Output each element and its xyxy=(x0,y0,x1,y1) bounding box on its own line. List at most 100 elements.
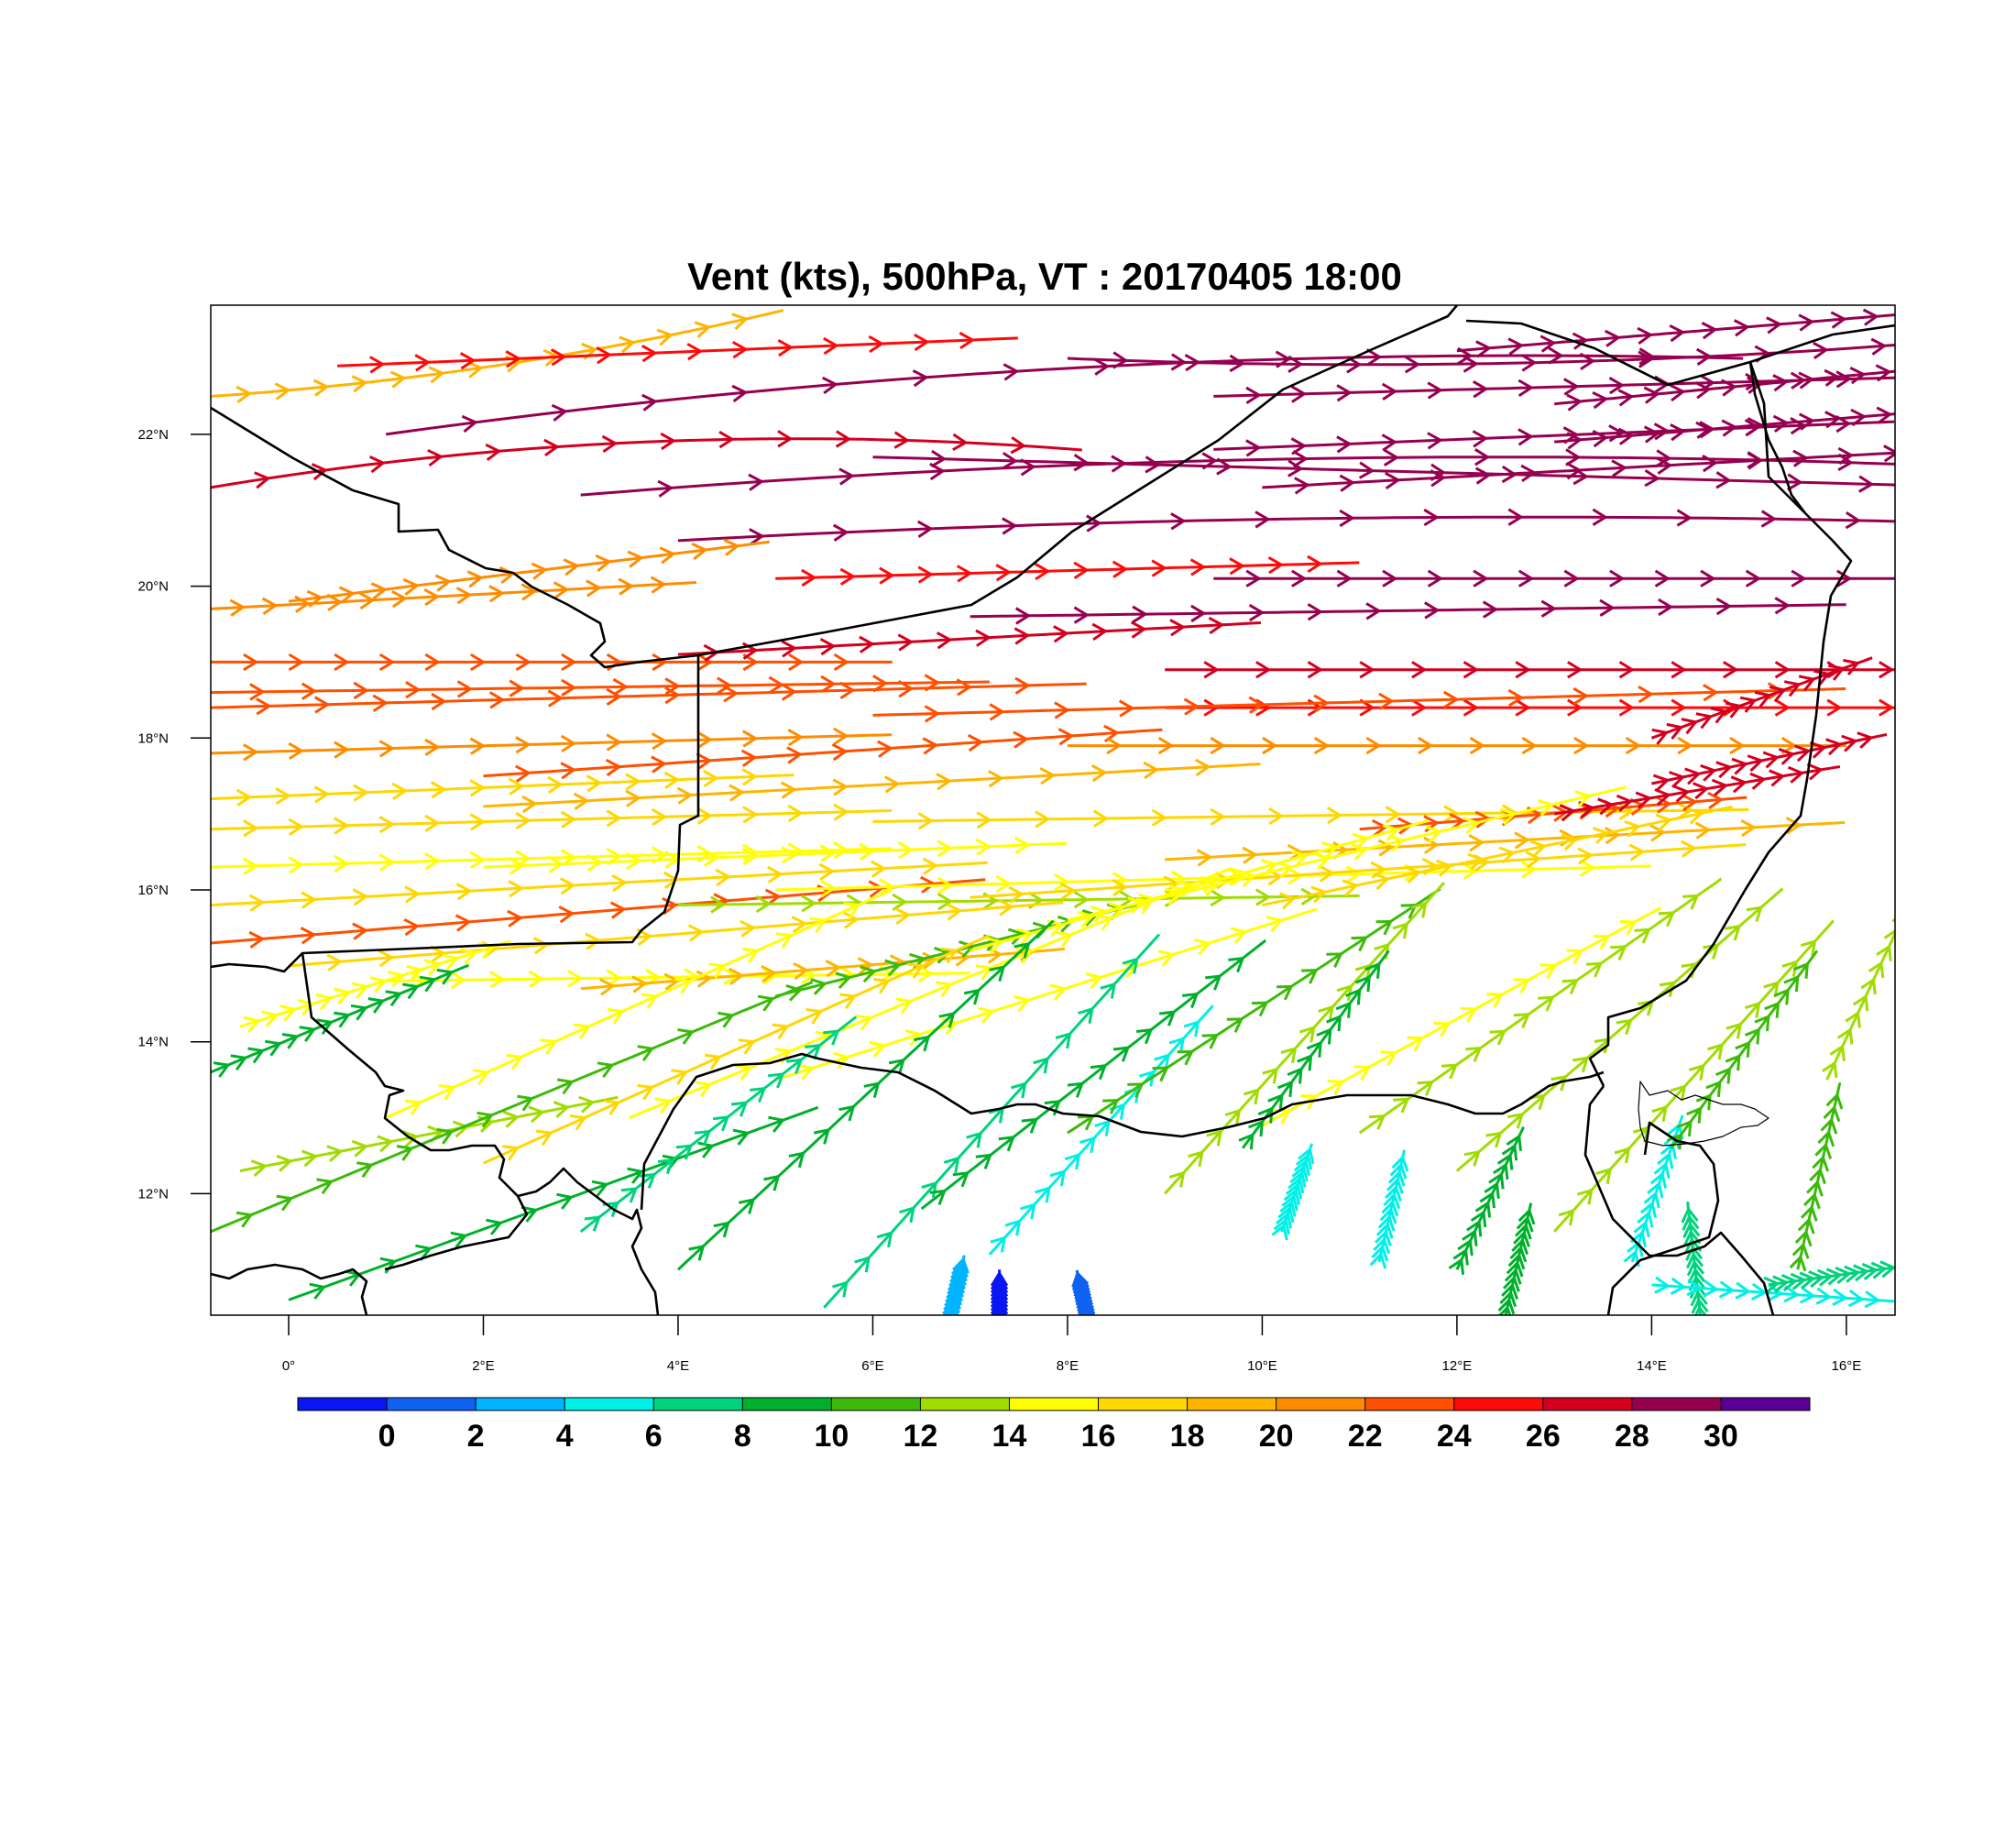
streamline-arrowhead xyxy=(718,431,735,449)
streamline-arrowhead xyxy=(954,949,971,967)
streamline-arrowhead xyxy=(989,703,1005,721)
streamline-arrowhead xyxy=(1469,736,1486,755)
streamline-arrowhead xyxy=(1572,686,1589,706)
streamline xyxy=(288,540,770,603)
colorbar-swatch xyxy=(1098,1398,1189,1410)
streamline-arrowhead xyxy=(403,917,421,937)
streamline-arrowhead xyxy=(713,1221,730,1238)
streamline-arrowhead xyxy=(963,988,981,1005)
streamline-arrowhead xyxy=(1230,927,1248,944)
streamline-arrowhead xyxy=(1633,1220,1650,1238)
streamline-arrowhead xyxy=(515,764,531,783)
streamline-arrowhead xyxy=(438,1083,456,1101)
streamline-arrowhead xyxy=(1649,824,1667,842)
streamline-arrowhead xyxy=(1507,1252,1526,1270)
streamline-arrowhead xyxy=(436,968,455,985)
streamline-arrowhead xyxy=(1879,698,1895,717)
streamline-arrowhead xyxy=(1628,843,1646,862)
streamline-arrowhead xyxy=(1297,1054,1313,1071)
streamline-arrowhead xyxy=(276,1194,294,1212)
streamline-arrowhead xyxy=(469,851,487,870)
streamline-arrowhead xyxy=(601,434,619,454)
streamline-arrowhead xyxy=(1683,1229,1702,1246)
streamline-arrowhead xyxy=(741,806,759,824)
streamline-arrowhead xyxy=(1684,767,1702,785)
streamline-arrowhead xyxy=(450,1231,468,1248)
streamline-arrowhead xyxy=(637,1083,655,1101)
streamline xyxy=(211,682,1087,709)
streamline-arrowhead xyxy=(1194,938,1211,956)
streamline-arrowhead xyxy=(423,959,442,976)
streamline-arrowhead xyxy=(1657,1151,1674,1169)
streamline-arrowhead xyxy=(1644,469,1660,488)
streamline-arrowhead xyxy=(917,964,934,983)
streamline-arrowhead xyxy=(1682,1222,1701,1239)
streamline-arrowhead xyxy=(1091,622,1109,642)
border-niger-burkina xyxy=(301,952,529,1271)
streamline-arrowhead xyxy=(796,1063,815,1081)
border-burkina-south xyxy=(211,1263,368,1315)
streamline-arrowhead xyxy=(1735,1040,1751,1058)
streamline-arrowhead xyxy=(1463,355,1479,373)
streamline-arrowhead xyxy=(1695,1092,1712,1111)
streamline-arrowhead xyxy=(944,1292,961,1310)
streamline-arrowhead xyxy=(1381,382,1398,401)
wind-speed-colorbar: 0 2 4 6 8 10 12 14 16 18 20 22 24 26 28 30 xyxy=(297,1397,1811,1454)
streamline-arrowhead xyxy=(937,876,954,895)
streamline-arrowhead xyxy=(1817,1129,1835,1147)
streamline-arrowhead xyxy=(820,880,837,898)
streamline-arrowhead xyxy=(1385,806,1401,824)
streamline xyxy=(1359,796,1748,831)
streamline-arrowhead xyxy=(1073,891,1090,909)
streamline-arrowhead xyxy=(1643,1191,1660,1209)
streamline-arrowhead xyxy=(833,727,849,745)
streamline-arrowhead xyxy=(688,1244,706,1261)
streamline-arrowhead xyxy=(1482,600,1499,619)
streamline-arrowhead xyxy=(1862,308,1879,326)
colorbar-swatch xyxy=(1720,1398,1811,1410)
streamline xyxy=(211,861,988,907)
streamline-arrowhead xyxy=(1769,769,1786,787)
streamline-arrowhead xyxy=(372,694,389,712)
streamline-arrowhead xyxy=(1835,1266,1852,1285)
streamline-arrowhead xyxy=(1791,1242,1810,1259)
streamline-arrowhead xyxy=(1336,384,1353,402)
streamline-arrowhead xyxy=(521,795,538,814)
streamline-arrowhead xyxy=(1509,1245,1528,1263)
streamline-arrowhead xyxy=(1789,1254,1807,1272)
streamline-arrowhead xyxy=(1923,847,1937,862)
streamline-arrowhead xyxy=(1427,432,1443,450)
streamline-arrowhead xyxy=(1864,1290,1881,1309)
streamline-arrowhead xyxy=(1682,894,1700,910)
streamline-arrowhead xyxy=(663,871,680,890)
streamline-arrowhead xyxy=(405,1099,422,1116)
colorbar-swatch xyxy=(1276,1398,1366,1410)
streamline-arrowhead xyxy=(389,370,407,389)
streamline-arrowhead xyxy=(1561,979,1579,995)
streamline-arrowhead xyxy=(1014,676,1031,695)
streamline-arrowhead xyxy=(1686,807,1704,825)
streamline-arrowhead xyxy=(823,336,839,356)
streamline-arrowhead xyxy=(1618,698,1635,717)
streamline-arrowhead xyxy=(414,354,431,372)
streamline-arrowhead xyxy=(264,1039,282,1057)
streamline-arrowhead xyxy=(1496,1153,1514,1170)
streamline-arrowhead xyxy=(777,430,794,448)
streamline-arrowhead xyxy=(1463,698,1480,717)
streamline xyxy=(1262,451,1895,489)
streamline xyxy=(1670,949,1819,1149)
streamline xyxy=(629,866,1233,1119)
streamline-arrowhead xyxy=(1354,974,1372,993)
streamline-arrowhead xyxy=(350,1004,368,1021)
streamline xyxy=(211,581,696,610)
country-borders xyxy=(211,305,1895,1315)
streamline xyxy=(1377,1149,1407,1263)
colorbar-swatch xyxy=(831,1398,921,1410)
streamline xyxy=(872,687,1846,717)
streamline-arrowhead xyxy=(924,705,941,723)
streamline-arrowhead xyxy=(434,574,452,592)
streamline-arrowhead xyxy=(1290,850,1309,868)
streamline-arrowhead xyxy=(1525,851,1542,869)
streamline-arrowhead xyxy=(761,964,777,983)
streamline-arrowhead xyxy=(1604,826,1621,845)
